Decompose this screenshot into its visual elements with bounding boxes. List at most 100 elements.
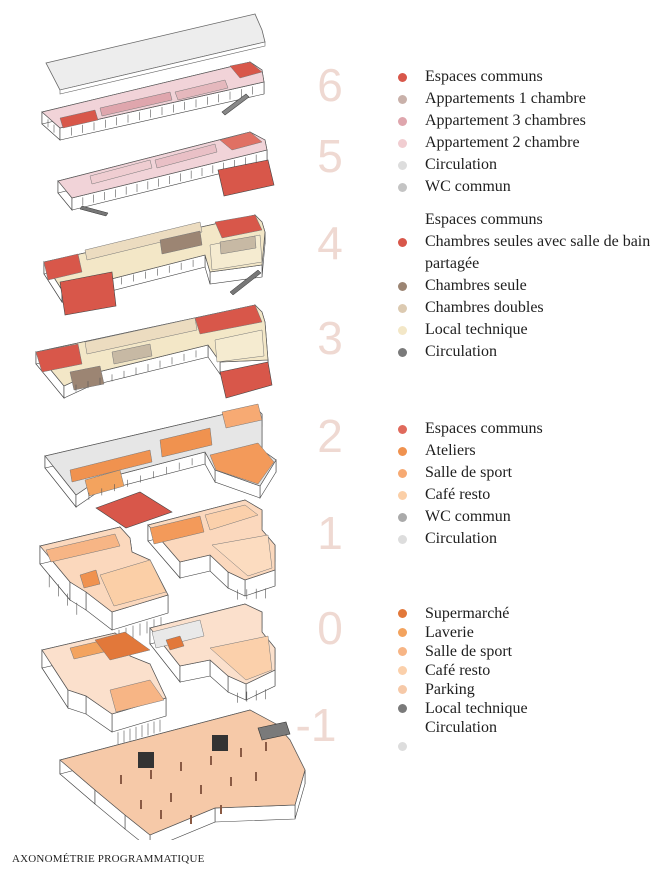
legend-item: Café resto (398, 484, 653, 506)
room-workshop (69, 449, 153, 483)
parking-column (240, 748, 242, 757)
legend-label: Circulation (425, 530, 497, 547)
legend-item: Circulation (398, 528, 653, 550)
legend-item: Chambres seules avec salle de bain parta… (398, 231, 653, 275)
legend-swatch (398, 139, 407, 148)
legend-swatch (398, 685, 407, 694)
room-common (35, 343, 83, 373)
legend-label: Appartement 2 chambre (425, 134, 580, 151)
legend-label: Espaces communs (425, 420, 543, 437)
terrace-3 (219, 361, 273, 399)
legend-swatch (398, 666, 407, 675)
level-2: 2 (317, 410, 343, 462)
legend-swatch (398, 117, 407, 126)
legend-label: Espaces communs (425, 211, 543, 228)
legend-label: Local technique (425, 700, 528, 717)
room-workshop (149, 515, 205, 545)
legend-swatch (398, 304, 407, 313)
core-left (138, 752, 154, 768)
room-single (219, 235, 257, 255)
parking-column (220, 805, 222, 814)
legend-swatch (398, 447, 407, 456)
roof-edge (59, 41, 266, 95)
room-supermarket (94, 631, 151, 661)
legend-item: Salle de sport (398, 462, 653, 484)
legend-swatch (398, 704, 407, 713)
legend-swatch (398, 513, 407, 522)
room-double (214, 329, 265, 363)
legend-swatch (398, 183, 407, 192)
legend-swatch (398, 326, 407, 335)
terrace-2 (95, 491, 173, 529)
legend-label: Laverie (425, 624, 474, 641)
legend-label: Ateliers (425, 442, 476, 459)
legend-swatch (398, 425, 407, 434)
room-sport (45, 533, 121, 563)
room-cafe (209, 635, 273, 681)
room-common (59, 109, 99, 129)
parking-column (120, 775, 122, 784)
level-3: 3 (317, 312, 343, 364)
room-cafe (99, 559, 167, 607)
legend-item: Appartement 3 chambres (398, 110, 653, 132)
room-workshop (84, 469, 125, 497)
legend-item: Ateliers (398, 440, 653, 462)
legend-label: Espaces communs (425, 68, 543, 85)
room-cafe (211, 534, 273, 577)
legend-item: WC commun (398, 506, 653, 528)
technical-room (257, 721, 291, 741)
legend-swatch (398, 491, 407, 500)
room-common (214, 214, 263, 239)
room-cafe (204, 504, 259, 531)
terrace-5 (217, 159, 275, 197)
room-workshop (79, 569, 101, 589)
room-double (84, 317, 198, 355)
level-numbers: 6 5 4 3 2 1 0 -1 (290, 0, 370, 873)
legend-ground: Supermarché Laverie Salle de sport Café … (398, 604, 653, 737)
legend-item: Parking (398, 680, 653, 699)
legend-swatch (398, 469, 407, 478)
legend-label: Chambres seule (425, 277, 527, 294)
level-5: 5 (317, 130, 343, 182)
legend-residential: Espaces communs Appartements 1 chambre A… (398, 66, 653, 198)
room-apt2 (89, 159, 153, 185)
parking-column (180, 762, 182, 771)
legend-swatch (398, 647, 407, 656)
room-sport (221, 403, 263, 429)
figure-caption: AXONOMÉTRIE PROGRAMMATIQUE (12, 853, 205, 865)
legend-swatch (398, 73, 407, 82)
level-1: 1 (317, 507, 343, 559)
floor-parking (59, 709, 306, 836)
legend-item: Circulation (398, 718, 653, 737)
room-apt3 (174, 79, 229, 101)
legend-item: Espaces communs (398, 209, 653, 231)
parking-column (255, 772, 257, 781)
legend-label: Salle de sport (425, 464, 513, 481)
parking-column (200, 785, 202, 794)
stair-6 (221, 93, 250, 116)
room-workshop (159, 427, 213, 458)
legend-label: Chambres seules avec salle de bain parta… (425, 233, 651, 272)
legend-swatch (398, 282, 407, 291)
parking-column (150, 770, 152, 779)
legend-label: Parking (425, 681, 475, 698)
legend-services: Espaces communs Ateliers Salle de sport … (398, 418, 653, 550)
legend-label: Circulation (425, 156, 497, 173)
room-supermarket (165, 635, 185, 651)
room-sport (109, 679, 165, 713)
legend-label: Local technique (425, 321, 528, 338)
legend-rooms: Espaces communs Chambres seules avec sal… (398, 209, 653, 363)
legend-item: Salle de sport (398, 642, 653, 661)
legend-item: Circulation (398, 341, 653, 363)
legend-item: Chambres seule (398, 275, 653, 297)
legend-label: WC commun (425, 508, 511, 525)
legend-label: Salle de sport (425, 643, 513, 660)
room-single-shared (159, 230, 203, 255)
legend-item: Local technique (398, 319, 653, 341)
room-single (111, 343, 153, 365)
room-common (219, 131, 263, 151)
room-apt3 (99, 91, 173, 117)
room-common (43, 253, 83, 281)
room-common (229, 61, 263, 79)
legend-item: WC commun (398, 176, 653, 198)
